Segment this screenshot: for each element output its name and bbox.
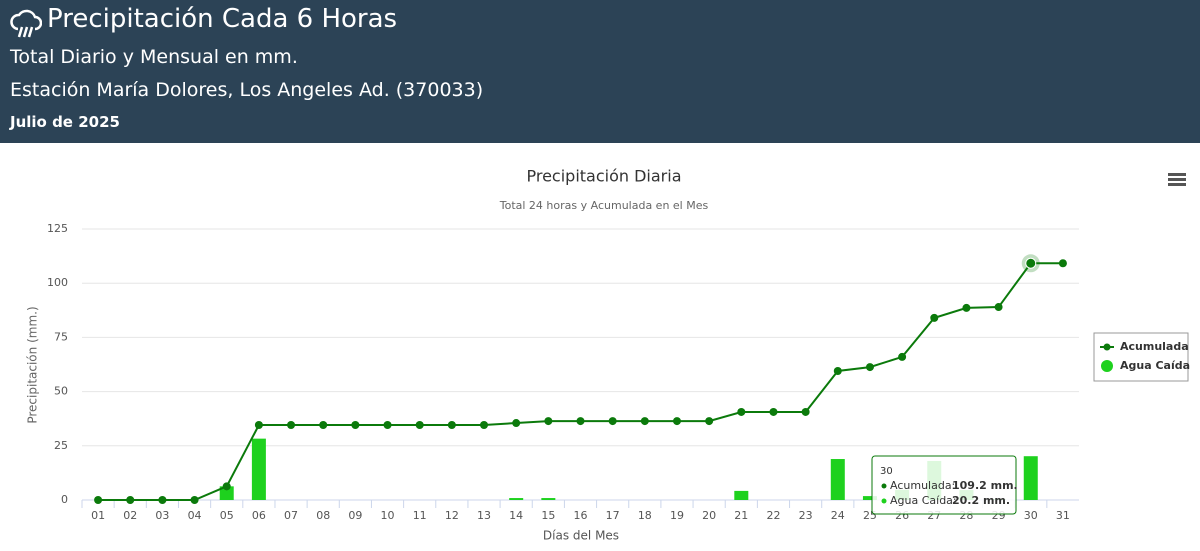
x-tick-label: 17: [606, 509, 620, 522]
point: [126, 496, 135, 504]
point: [512, 419, 521, 428]
x-tick-label: 13: [477, 509, 491, 522]
point: [447, 420, 456, 429]
point: [640, 417, 649, 426]
point: [898, 352, 907, 361]
point: [801, 407, 810, 416]
x-tick-label: 11: [413, 509, 427, 522]
x-tick-label: 31: [1056, 509, 1070, 522]
legend-label: Acumulada: [1120, 340, 1189, 353]
x-tick-label: 23: [799, 509, 813, 522]
point: [383, 420, 392, 429]
bar: [1023, 456, 1038, 500]
x-tick-label: 10: [381, 509, 395, 522]
x-tick-label: 24: [831, 509, 845, 522]
point: [769, 407, 778, 416]
header: Precipitación Cada 6 Horas Total Diario …: [0, 0, 1200, 143]
tooltip-value: 20.2 mm.: [952, 494, 1010, 507]
point: [865, 363, 874, 372]
legend-label: Agua Caída: [1120, 359, 1190, 372]
point: [930, 313, 939, 322]
bar: [541, 498, 556, 500]
chart-title: Precipitación Diaria: [526, 167, 681, 186]
legend-box: [1093, 332, 1189, 382]
x-tick-label: 16: [574, 509, 588, 522]
y-tick-label: 75: [54, 330, 68, 343]
x-tick-label: 02: [123, 509, 137, 522]
menu-button[interactable]: [1168, 173, 1186, 186]
x-tick-label: 14: [509, 509, 523, 522]
point: [608, 417, 617, 426]
bar: [509, 498, 524, 500]
chart-subtitle: Total 24 horas y Acumulada en el Mes: [499, 199, 709, 212]
point: [287, 420, 296, 429]
bar: [862, 496, 877, 500]
x-tick-label: 18: [638, 509, 652, 522]
period: Julio de 2025: [10, 113, 120, 131]
legend-marker: [1103, 343, 1111, 351]
tooltip-dot: [881, 483, 887, 489]
point: [351, 420, 360, 429]
x-tick-label: 15: [541, 509, 555, 522]
x-tick-label: 01: [91, 509, 105, 522]
hover-point: [1025, 257, 1037, 269]
rain-icon: [10, 9, 42, 38]
x-tick-label: 06: [252, 509, 266, 522]
x-tick-label: 20: [702, 509, 716, 522]
bar: [251, 438, 266, 500]
point: [705, 417, 714, 426]
point: [833, 367, 842, 376]
x-tick-label: 05: [220, 509, 234, 522]
y-tick-label: 100: [47, 276, 68, 289]
y-axis-title: Precipitación (mm.): [26, 306, 40, 423]
x-tick-label: 09: [348, 509, 362, 522]
tooltip-title: 30: [880, 466, 893, 477]
point: [672, 417, 681, 426]
point: [190, 496, 199, 504]
point: [962, 303, 971, 312]
x-tick-label: 08: [316, 509, 330, 522]
tooltip-label: Acumulada:: [890, 479, 955, 492]
x-tick-label: 30: [1024, 509, 1038, 522]
x-tick-label: 04: [188, 509, 202, 522]
tooltip-label: Agua Caída:: [890, 494, 957, 507]
y-tick-label: 0: [61, 493, 68, 506]
point: [737, 407, 746, 416]
x-tick-label: 19: [670, 509, 684, 522]
x-axis-title: Días del Mes: [543, 529, 619, 543]
point: [222, 482, 231, 491]
x-tick-label: 21: [734, 509, 748, 522]
y-tick-label: 50: [54, 385, 68, 398]
point: [158, 496, 167, 504]
page-title: Precipitación Cada 6 Horas: [47, 4, 398, 34]
station: Estación María Dolores, Los Angeles Ad. …: [10, 79, 484, 101]
tooltip-value: 109.2 mm.: [952, 479, 1018, 492]
page-subtitle: Total Diario y Mensual en mm.: [10, 46, 298, 68]
bar: [219, 486, 234, 500]
x-tick-label: 22: [766, 509, 780, 522]
x-tick-label: 03: [155, 509, 169, 522]
point: [544, 417, 553, 426]
tooltip: 30 Acumulada:109.2 mm. Agua Caída:20.2 mm.: [871, 455, 1018, 515]
bar: [830, 459, 845, 500]
point: [254, 420, 263, 429]
tooltip-dot: [881, 498, 887, 504]
point: [415, 420, 424, 429]
point: [480, 420, 489, 429]
bar: [734, 490, 749, 500]
y-tick-label: 125: [47, 222, 68, 235]
x-tick-label: 07: [284, 509, 298, 522]
point: [319, 420, 328, 429]
x-tick-label: 12: [445, 509, 459, 522]
point: [576, 417, 585, 426]
chart: Precipitación Diaria Total 24 horas y Ac…: [26, 167, 1191, 543]
point: [94, 496, 103, 504]
y-tick-label: 25: [54, 439, 68, 452]
point: [994, 303, 1003, 312]
point: [1058, 259, 1067, 268]
legend-marker: [1101, 360, 1113, 372]
tooltip-box: [871, 455, 1017, 515]
